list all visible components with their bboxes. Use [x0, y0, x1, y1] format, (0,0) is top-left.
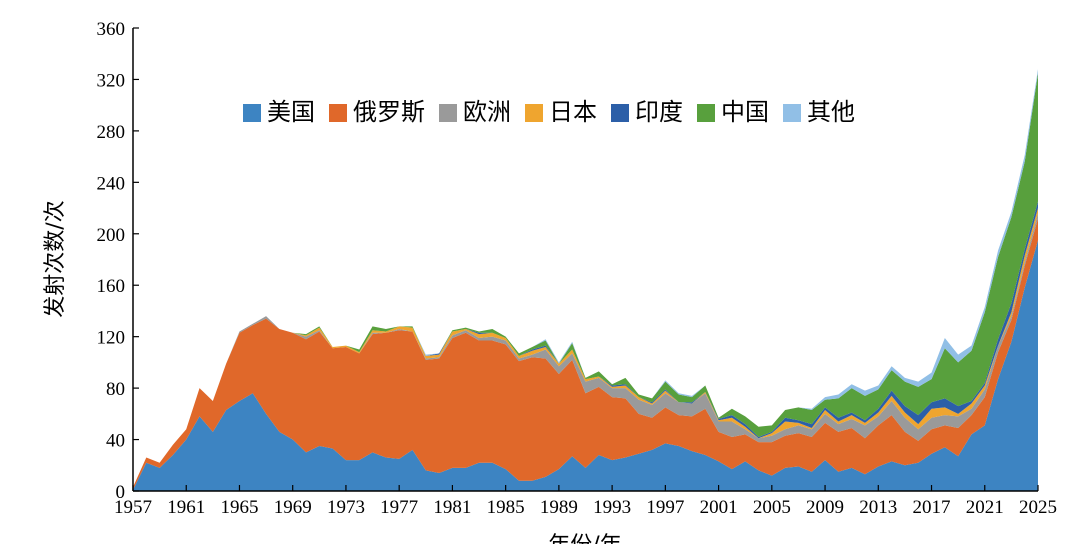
- area: [133, 240, 1038, 491]
- x-tick-label: 1997: [646, 497, 684, 518]
- x-tick-label: 1985: [487, 497, 525, 518]
- x-tick-label: 2013: [859, 497, 897, 518]
- legend-swatch: [783, 104, 801, 122]
- legend-swatch: [611, 104, 629, 122]
- legend-label: 其他: [807, 98, 855, 126]
- x-tick-label: 2001: [700, 497, 738, 518]
- x-tick-label: 2017: [913, 497, 951, 518]
- y-tick-label: 160: [97, 276, 126, 297]
- y-tick-label: 40: [106, 431, 125, 452]
- legend-label: 印度: [635, 98, 683, 126]
- y-tick-label: 320: [97, 70, 126, 91]
- legend-label: 日本: [549, 98, 597, 126]
- y-axis-label: 发射次数/次: [43, 200, 68, 317]
- legend-label: 俄罗斯: [353, 98, 425, 126]
- legend-label: 中国: [721, 98, 769, 126]
- legend-swatch: [329, 104, 347, 122]
- y-tick-label: 120: [97, 328, 126, 349]
- y-tick-label: 0: [116, 482, 126, 503]
- legend-swatch: [697, 104, 715, 122]
- x-tick-label: 1973: [327, 497, 365, 518]
- x-tick-label: 1969: [274, 497, 312, 518]
- legend-swatch: [525, 104, 543, 122]
- y-tick-label: 280: [97, 122, 126, 143]
- x-tick-label: 2021: [966, 497, 1004, 518]
- x-tick-label: 1961: [167, 497, 205, 518]
- x-tick-label: 1957: [114, 497, 152, 518]
- x-axis-label: 年份/年: [548, 533, 621, 544]
- y-tick-label: 200: [97, 225, 126, 246]
- legend-swatch: [243, 104, 261, 122]
- area: [133, 218, 1038, 490]
- x-tick-label: 1981: [433, 497, 471, 518]
- y-tick-label: 80: [106, 379, 125, 400]
- y-tick-label: 240: [97, 173, 126, 194]
- x-tick-label: 2005: [753, 497, 791, 518]
- legend-label: 美国: [267, 98, 315, 126]
- legend-swatch: [439, 104, 457, 122]
- x-tick-label: 1989: [540, 497, 578, 518]
- x-tick-label: 1965: [220, 497, 258, 518]
- y-tick-label: 360: [97, 19, 126, 40]
- legend-label: 欧洲: [463, 98, 511, 126]
- x-tick-label: 1977: [380, 497, 418, 518]
- legend: 美国 俄罗斯 欧洲 日本 印度 中国 其他: [243, 98, 855, 126]
- x-tick-label: 2025: [1019, 497, 1057, 518]
- x-tick-label: 1993: [593, 497, 631, 518]
- x-tick-label: 2009: [806, 497, 844, 518]
